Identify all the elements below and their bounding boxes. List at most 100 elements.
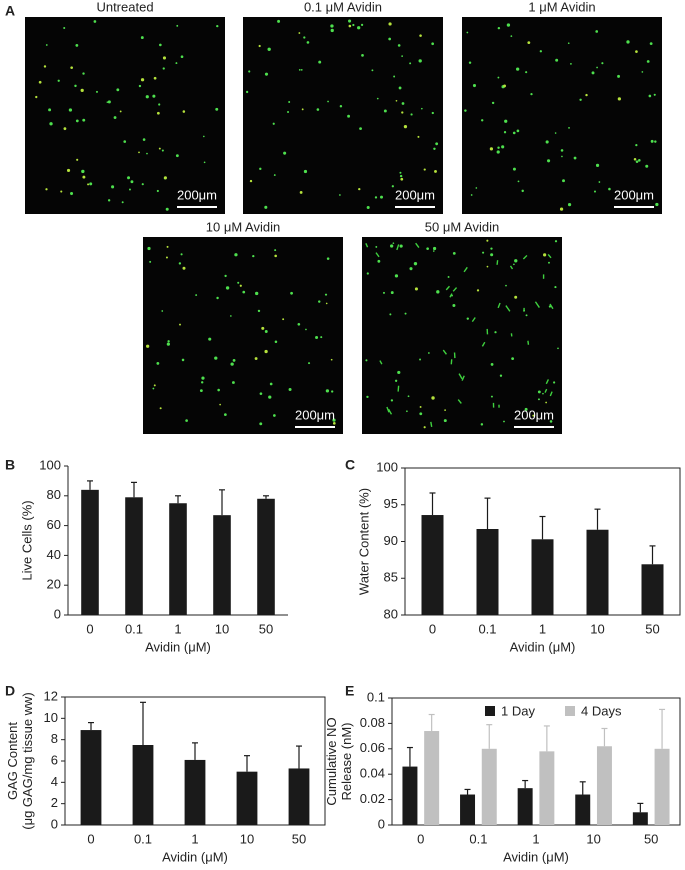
cell	[570, 62, 572, 65]
cell	[503, 420, 505, 423]
cell	[87, 183, 90, 186]
cell	[195, 294, 198, 296]
cell	[166, 342, 170, 346]
cell	[562, 179, 565, 183]
cell	[107, 199, 111, 202]
cell	[248, 70, 251, 73]
cell	[431, 111, 434, 115]
x-tick-label: 0	[86, 621, 93, 636]
cell	[490, 363, 494, 366]
cell	[432, 250, 435, 252]
x-tick-label: 1	[539, 621, 546, 636]
cell	[318, 300, 321, 303]
panel-label: D	[5, 683, 15, 699]
cell	[470, 194, 473, 196]
cell	[418, 59, 422, 63]
panel-label: E	[345, 683, 354, 699]
cell	[214, 356, 218, 360]
cell	[525, 71, 528, 74]
cell	[163, 176, 167, 180]
cell	[654, 140, 657, 143]
cell	[330, 28, 334, 33]
cell	[543, 253, 547, 257]
cell	[516, 129, 520, 133]
bar	[632, 812, 648, 825]
cell	[357, 26, 361, 30]
cell	[361, 54, 364, 57]
cell	[63, 127, 67, 131]
scale-bar-label: 200μm	[514, 407, 554, 422]
cell	[162, 67, 165, 70]
cell	[559, 207, 564, 211]
cell	[182, 266, 186, 270]
cell	[396, 244, 400, 251]
cell	[388, 22, 392, 26]
cell	[290, 291, 293, 295]
cell	[130, 180, 134, 184]
cell	[426, 247, 429, 251]
y-tick-label: 12	[44, 688, 58, 703]
y-tick-label: 0.02	[360, 791, 385, 806]
cell	[522, 254, 528, 260]
cell	[348, 24, 352, 28]
cell	[74, 84, 77, 88]
cell	[128, 188, 131, 191]
legend-swatch	[485, 706, 495, 716]
cell	[152, 387, 155, 390]
cell	[648, 94, 652, 98]
cell	[549, 391, 553, 397]
cell	[82, 175, 86, 179]
cell	[255, 291, 259, 296]
cell	[503, 131, 507, 134]
cell	[601, 62, 604, 65]
bar	[517, 788, 533, 825]
cell	[57, 79, 60, 82]
cell	[153, 384, 156, 387]
x-tick-label: 50	[645, 621, 659, 636]
cell	[530, 93, 533, 96]
cell	[208, 337, 212, 341]
cell	[156, 111, 160, 115]
y-tick-label: 85	[384, 570, 398, 585]
cell	[161, 310, 164, 312]
cell	[332, 418, 336, 422]
cell	[436, 290, 440, 294]
cell	[395, 99, 398, 102]
cell	[414, 287, 418, 291]
micrograph	[25, 17, 225, 214]
scale-bar-label: 200μm	[295, 407, 335, 422]
cell	[435, 142, 439, 146]
cell	[480, 423, 484, 426]
cell	[553, 381, 556, 384]
cell	[410, 113, 413, 116]
cell	[394, 379, 398, 382]
cell	[513, 263, 515, 266]
cell	[635, 144, 638, 147]
cell	[409, 62, 412, 65]
cell	[560, 149, 564, 152]
y-axis-label: Cumulative NO	[324, 717, 339, 805]
cell	[494, 331, 497, 334]
cell	[466, 31, 469, 34]
cell	[223, 413, 227, 416]
cell	[268, 395, 272, 399]
cell	[80, 88, 84, 92]
bar	[586, 529, 609, 615]
cell	[544, 388, 548, 393]
cell	[167, 340, 170, 343]
cell	[159, 407, 162, 410]
cell	[200, 381, 204, 384]
cell	[38, 80, 42, 84]
cell	[475, 187, 478, 189]
cell	[165, 256, 168, 259]
cell	[303, 36, 306, 39]
cell	[320, 336, 323, 339]
x-tick-label: 0	[417, 831, 424, 846]
cell	[389, 313, 392, 316]
cell	[646, 60, 650, 63]
cell	[653, 93, 656, 96]
cell	[298, 32, 301, 34]
y-tick-label: 100	[39, 457, 61, 472]
cell	[283, 151, 287, 155]
